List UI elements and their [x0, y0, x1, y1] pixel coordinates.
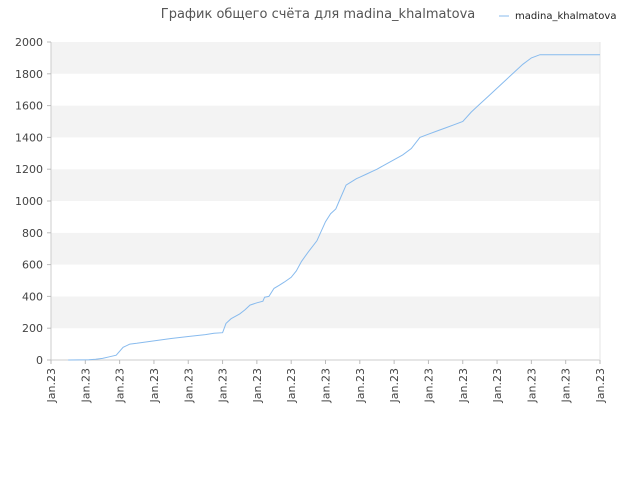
grid-band: [51, 42, 600, 74]
x-tick-label: Jan.23: [182, 368, 195, 403]
y-tick-label: 0: [36, 354, 43, 367]
x-tick-label: Jan.23: [320, 368, 333, 403]
x-axis-ticks: Jan.23 Jan.23 Jan.23 Jan.23 Jan.23 Jan.23 Jan.…: [45, 360, 607, 403]
y-tick-label: 600: [22, 259, 43, 272]
chart-title: График общего счёта для madina_khalmatov…: [161, 7, 475, 22]
y-tick-label: 400: [22, 290, 43, 303]
y-tick-label: 200: [22, 322, 43, 335]
y-tick-label: 1800: [15, 68, 43, 81]
x-tick-label: Jan.23: [560, 368, 573, 403]
series-line: [68, 54, 600, 361]
x-tick-label: Jan.23: [457, 368, 470, 403]
x-tick-label: Jan.23: [217, 368, 230, 403]
y-tick-label: 1400: [15, 131, 43, 144]
grid-band: [51, 73, 600, 106]
x-tick-label: Jan.23: [594, 368, 607, 403]
x-tick-label: Jan.23: [491, 368, 504, 403]
y-tick-label: 1600: [15, 100, 43, 113]
grid-band: [51, 232, 600, 265]
grid-band: [51, 169, 600, 201]
x-tick-label: Jan.23: [114, 368, 127, 403]
x-tick-label: Jan.23: [251, 368, 264, 403]
grid-band: [51, 328, 600, 360]
legend: madina_khalmatova: [499, 11, 616, 22]
x-tick-label: Jan.23: [422, 368, 435, 403]
x-tick-label: Jan.23: [148, 368, 161, 403]
legend-label: madina_khalmatova: [515, 11, 616, 22]
y-tick-label: 800: [22, 227, 43, 240]
grid-band: [51, 201, 600, 233]
x-tick-label: Jan.23: [525, 368, 538, 403]
y-tick-label: 2000: [15, 36, 43, 49]
y-axis-ticks: 0 200 400 600 800 1000 1200 1400 1600 1800 2000: [15, 36, 51, 367]
y-tick-label: 1200: [15, 163, 43, 176]
grid-band: [51, 105, 600, 138]
x-tick-label: Jan.23: [285, 368, 298, 403]
x-tick-label: Jan.23: [45, 368, 58, 403]
x-tick-label: Jan.23: [388, 368, 401, 403]
grid-band: [51, 137, 600, 170]
grid-band: [51, 264, 600, 297]
y-tick-label: 1000: [15, 195, 43, 208]
x-tick-label: Jan.23: [79, 368, 92, 403]
plot-area: [68, 54, 600, 361]
x-tick-label: Jan.23: [354, 368, 367, 403]
grid-band: [51, 296, 600, 329]
grid-bands: [51, 42, 600, 360]
